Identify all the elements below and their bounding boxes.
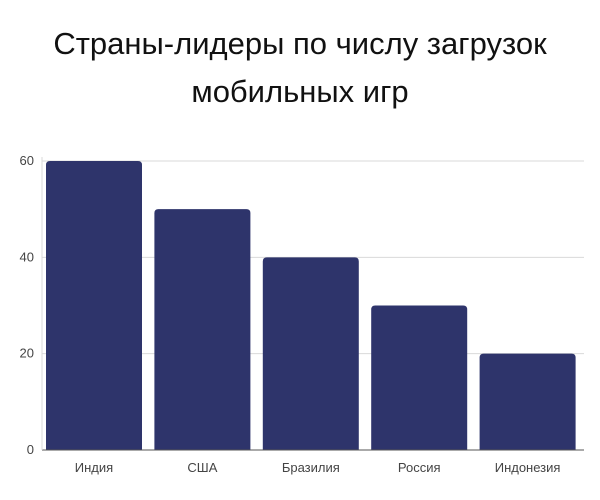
y-tick-label: 0	[27, 442, 34, 457]
y-tick-label: 40	[20, 249, 34, 264]
y-tick-label: 60	[20, 153, 34, 168]
bar-2	[154, 209, 251, 450]
bar-3	[262, 257, 359, 450]
x-category-label: Индия	[75, 460, 113, 475]
bar-5	[479, 353, 576, 450]
bar-1	[46, 161, 142, 450]
axes	[41, 157, 584, 451]
bars	[46, 161, 576, 450]
y-tick-label: 20	[20, 346, 34, 361]
labels: 0 20 40 60 Индия США Бразилия Россия Индонезия	[20, 153, 561, 475]
chart-title: Страны-лидеры по числу загрузок мобильны…	[0, 20, 600, 116]
chart-title-line-1: Страны-лидеры по числу загрузок	[53, 26, 547, 61]
x-category-label: Бразилия	[282, 460, 340, 475]
x-category-label: Россия	[398, 460, 441, 475]
x-category-label: США	[187, 460, 217, 475]
bar-4	[371, 305, 468, 450]
x-category-label: Индонезия	[495, 460, 561, 475]
chart-title-line-2: мобильных игр	[191, 74, 409, 109]
